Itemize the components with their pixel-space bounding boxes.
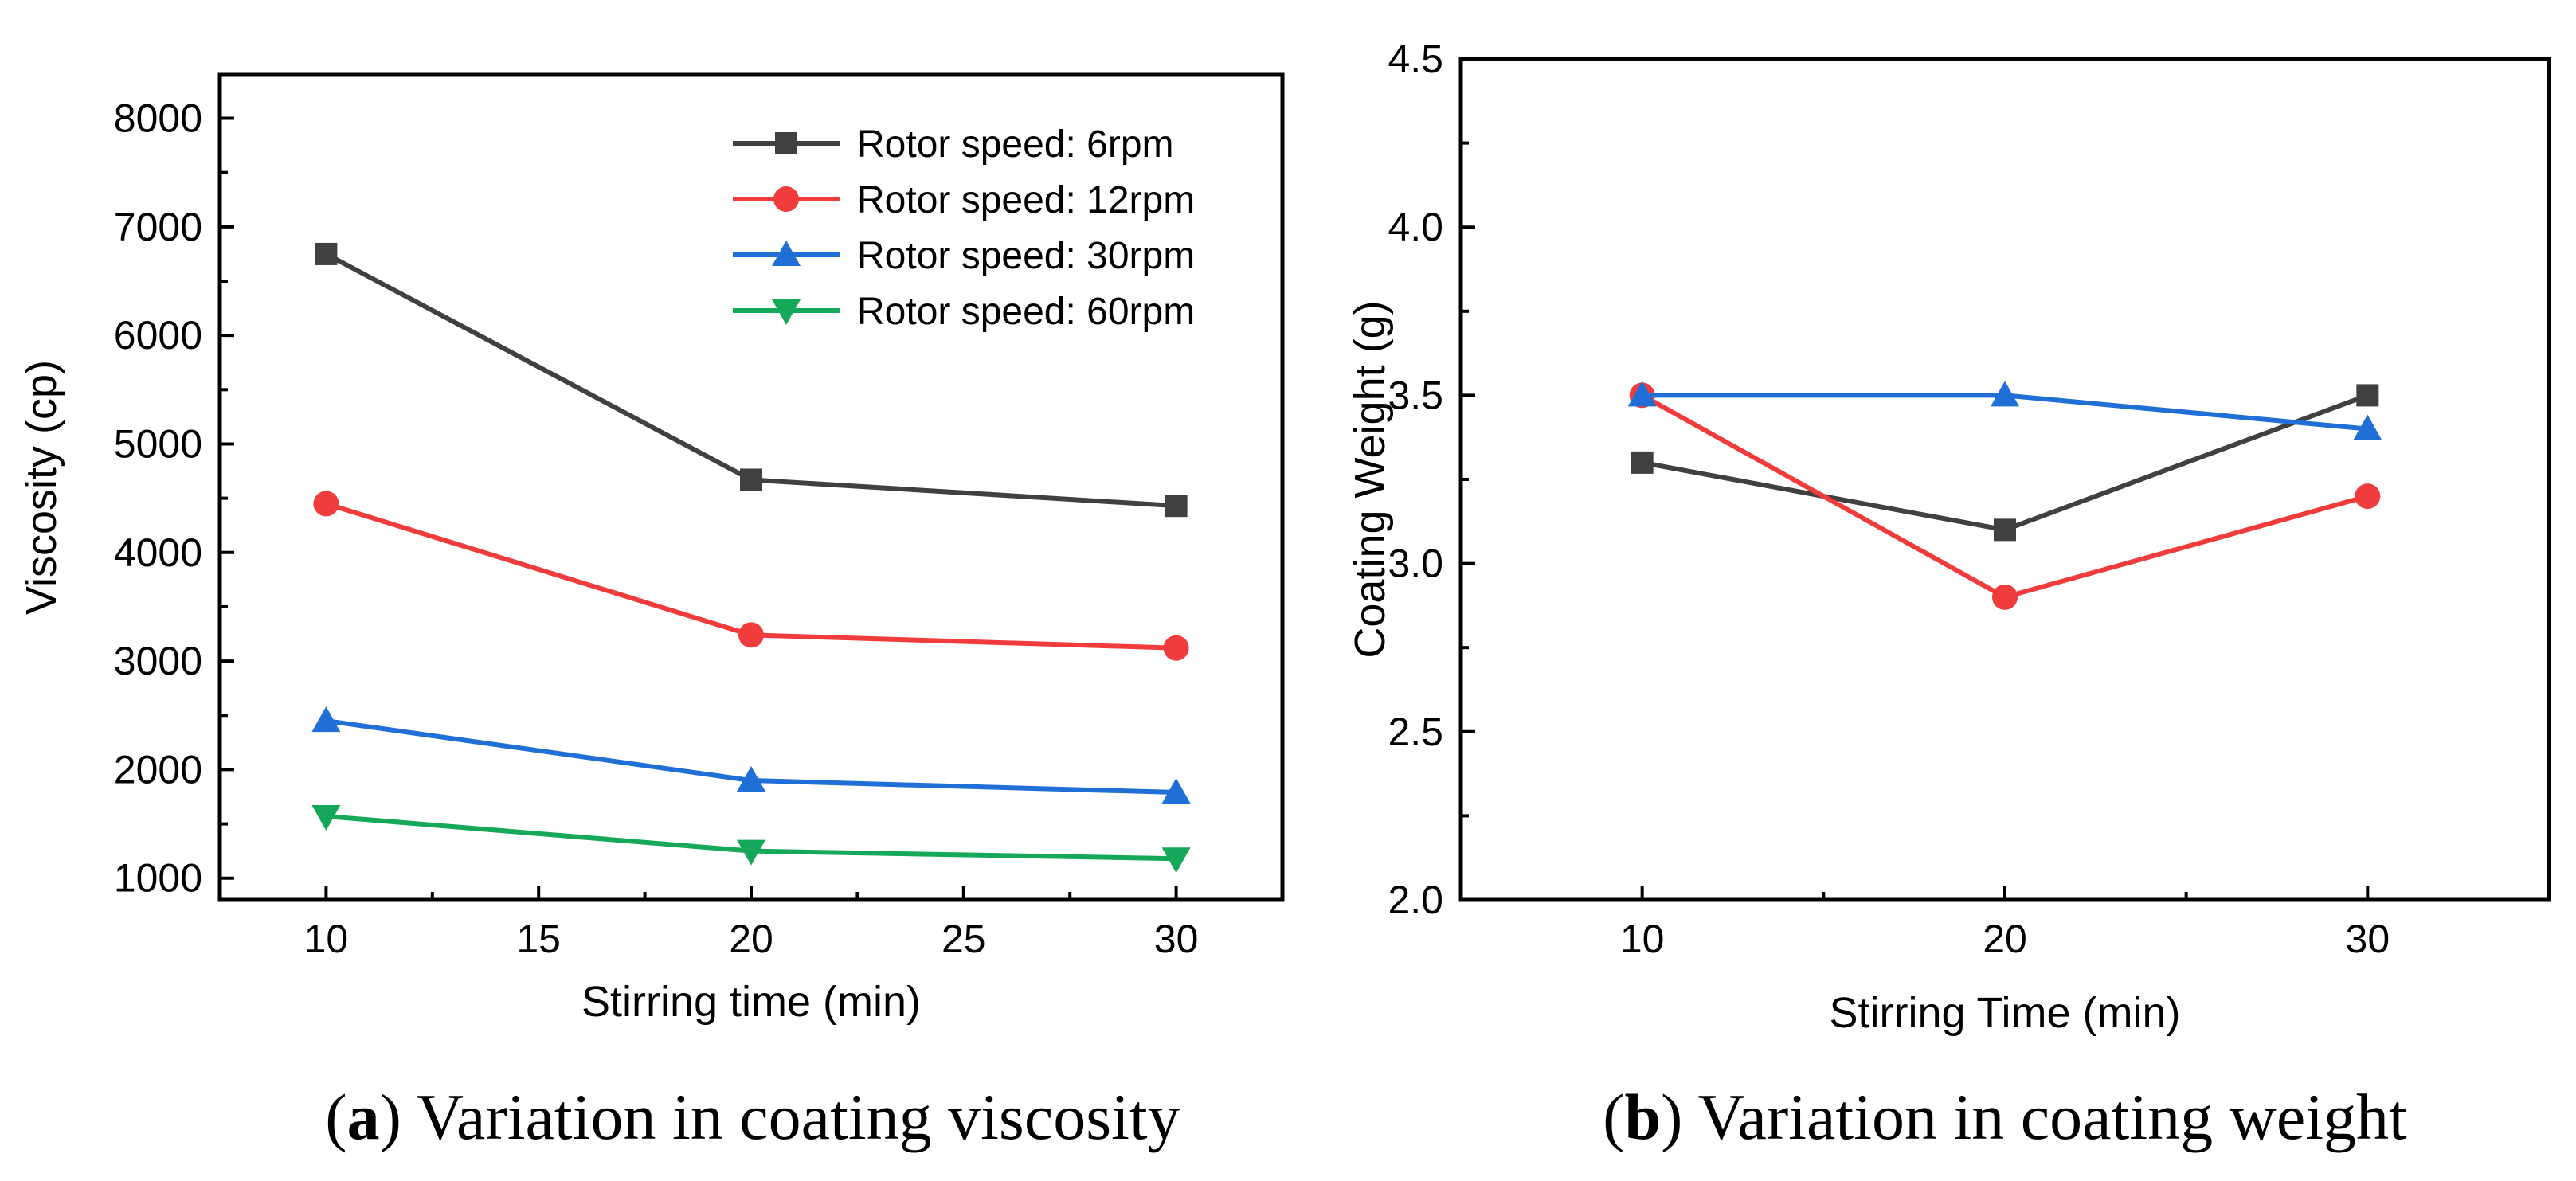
data-point — [1631, 451, 1654, 474]
data-point — [1161, 778, 1191, 804]
legend-label: Rotor speed: 30rpm — [857, 235, 1195, 277]
series-line — [1642, 393, 2369, 533]
caption-prefix: ( — [1603, 1081, 1624, 1153]
y-tick-label: 2000 — [114, 747, 202, 792]
data-point — [2353, 414, 2382, 440]
data-point — [737, 839, 765, 866]
legend-marker — [772, 241, 801, 266]
legend: Rotor speed: 6rpm Rotor speed: 12rpm Rotor… — [733, 123, 1195, 333]
y-tick-label: 2.0 — [1388, 878, 1443, 922]
chart-panel-b: 10 20 30 2.0 2.5 3.0 3.5 4.0 4.5 Stirring Time (m… — [1346, 37, 2551, 1153]
y-tick-label: 4.5 — [1388, 37, 1443, 81]
legend-label: Rotor speed: 60rpm — [857, 291, 1195, 333]
x-tick-label: 10 — [304, 917, 349, 961]
caption-prefix: ( — [325, 1081, 346, 1153]
x-axis-title: Stirring Time (min) — [1829, 989, 2180, 1037]
y-tick-label: 8000 — [114, 96, 202, 141]
series-line — [1641, 393, 2369, 600]
data-point — [311, 706, 341, 733]
plot-frame — [1458, 57, 2551, 902]
legend-marker — [775, 132, 797, 154]
data-point — [1163, 635, 1189, 661]
y-tick-label: 4.0 — [1388, 205, 1443, 249]
x-tick-label: 30 — [1154, 917, 1199, 961]
caption-letter: b — [1624, 1081, 1661, 1153]
x-tick-label: 25 — [942, 917, 986, 961]
data-point — [740, 468, 762, 491]
x-axis-title: Stirring time (min) — [581, 978, 921, 1026]
x-tick-label: 15 — [516, 917, 561, 961]
data-point — [2356, 384, 2379, 407]
series-circle — [313, 491, 1189, 661]
data-point — [1992, 584, 2018, 610]
y-tick-label: 4000 — [114, 530, 202, 575]
data-point — [1161, 847, 1191, 874]
series-square — [315, 242, 1188, 518]
series-circle — [1629, 382, 2381, 610]
data-point — [313, 491, 339, 517]
y-tick-label: 3.5 — [1388, 373, 1443, 417]
legend-marker — [773, 186, 799, 212]
y-tick-label: 7000 — [114, 205, 202, 249]
data-point — [738, 622, 764, 648]
series-triangle-down — [311, 805, 1191, 874]
y-tick-label: 3.0 — [1388, 542, 1443, 586]
caption-letter: a — [347, 1081, 380, 1153]
legend-marker — [772, 299, 801, 325]
x-tick-label: 20 — [729, 917, 773, 961]
y-tick-label: 3000 — [114, 639, 202, 683]
x-tick-label: 10 — [1620, 917, 1665, 961]
data-point — [1165, 495, 1188, 518]
data-point — [311, 805, 341, 831]
y-tick-label: 5000 — [114, 421, 202, 466]
y-tick-label: 2.5 — [1388, 710, 1443, 754]
data-point — [1994, 518, 2016, 542]
y-axis-title: Coating Weight (g) — [1346, 300, 1394, 658]
x-tick-label: 20 — [1983, 917, 2027, 961]
figure-caption: (b) Variation in coating weight — [1603, 1081, 2407, 1153]
series-triangle-up — [311, 706, 1191, 804]
chart-panel-a: 10 15 20 25 30 1000 2000 3000 4000 5000 6000 7000 80… — [18, 72, 1285, 1153]
figure-caption: (a) Variation in coating viscosity — [325, 1081, 1180, 1153]
y-tick-label: 1000 — [114, 856, 202, 901]
data-point — [1627, 381, 1657, 407]
series-square — [1631, 384, 2379, 542]
data-point — [1991, 381, 2019, 407]
series-triangle-up — [1627, 381, 2382, 440]
caption-text: ) Variation in coating weight — [1661, 1081, 2407, 1153]
x-tick-label: 30 — [2346, 917, 2390, 961]
y-tick-label: 6000 — [114, 313, 202, 358]
y-axis-title: Viscosity (cp) — [18, 360, 65, 615]
legend-label: Rotor speed: 6rpm — [857, 123, 1174, 166]
data-point — [2355, 483, 2381, 510]
data-point — [737, 766, 765, 792]
data-point — [315, 242, 338, 265]
caption-text: ) Variation in coating viscosity — [380, 1081, 1180, 1153]
legend-label: Rotor speed: 12rpm — [857, 179, 1195, 221]
